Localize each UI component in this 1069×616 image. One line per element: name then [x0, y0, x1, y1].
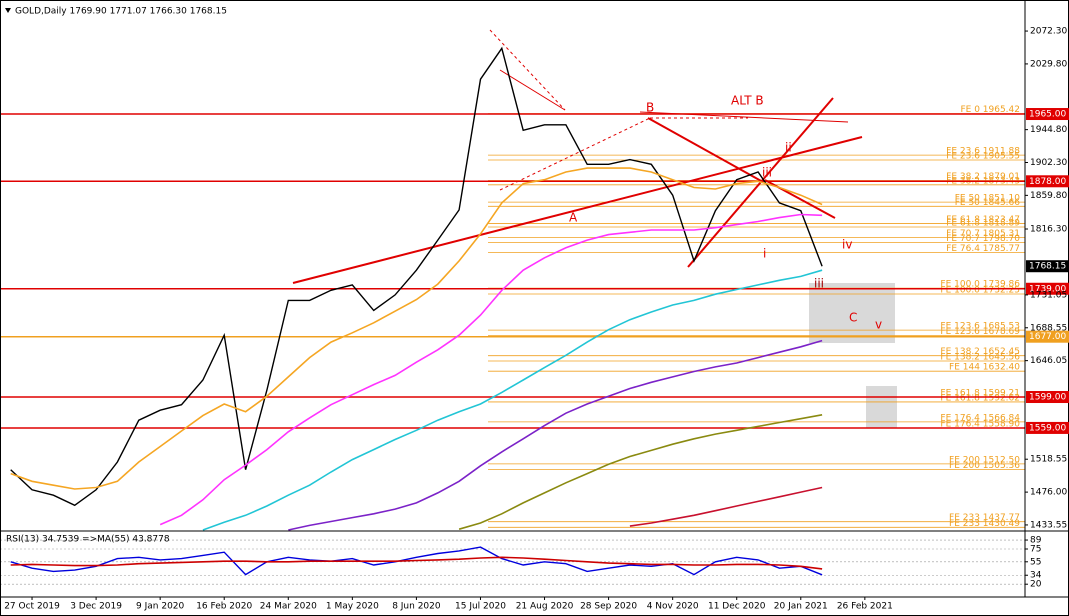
price-box [1026, 260, 1069, 273]
fib-label: FE 144 1632.40 [949, 363, 1020, 373]
fib-label: FE 123.6 1685.53 [940, 322, 1020, 332]
series-line [10, 167, 823, 490]
wave-label: v [875, 318, 882, 332]
wave-label: i [763, 247, 766, 261]
x-tick-label: 1 May 2020 [326, 602, 379, 612]
fib-label: FE 233 1430.49 [949, 519, 1020, 529]
level-label: 1878.00 [1029, 177, 1066, 187]
x-tick-label: 21 Aug 2020 [516, 602, 574, 612]
fib-label: FE 76.4 1785.77 [946, 244, 1020, 254]
fib-label: FE 200 1512.50 [949, 455, 1020, 465]
level-label: 1677.00 [1029, 332, 1066, 342]
fib-label: FE 161.8 1592.62 [940, 393, 1020, 403]
series [0, 46, 1025, 585]
target-box [809, 283, 895, 343]
y-tick-label: 1731.05 [1030, 290, 1067, 300]
target-box [866, 386, 897, 428]
fib-label: FE 23.6 1911.88 [946, 147, 1020, 157]
wave-label: ii [785, 141, 792, 155]
level-box [1026, 330, 1069, 343]
level-box [1026, 282, 1069, 295]
wave-label: ALT B [731, 94, 764, 108]
fib-label: FE 161.8 1599.21 [940, 388, 1020, 398]
y-tick-label: 34 [1030, 571, 1042, 581]
y-tick-label: 75 [1030, 545, 1041, 555]
level-box [1026, 391, 1069, 404]
fib-label: FE 100.0 1739.86 [940, 280, 1020, 290]
series-line [202, 269, 823, 531]
y-tick-label: 2072.30 [1030, 27, 1067, 37]
x-tick-label: 3 Dec 2019 [70, 602, 122, 612]
x-tick-label: 24 Mar 2020 [260, 602, 317, 612]
x-tick-label: 8 Jun 2020 [392, 602, 441, 612]
x-tick-label: 11 Dec 2020 [708, 602, 766, 612]
level-label: 1965.00 [1029, 110, 1066, 120]
wave-label: A [569, 211, 578, 225]
fib-label: FE 50 1851.10 [955, 194, 1021, 204]
x-tick-label: 16 Feb 2020 [196, 602, 252, 612]
y-tick-label: 1944.80 [1030, 125, 1067, 135]
x-tick-label: 28 Sep 2020 [580, 602, 637, 612]
y-tick-label: 89 [1030, 536, 1042, 546]
y-tick-label: 1902.30 [1030, 158, 1067, 168]
wave-label: iii [814, 277, 824, 291]
x-tick-label: 27 Oct 2019 [4, 602, 60, 612]
fib-label: FE 38.2 1879.01 [946, 172, 1020, 182]
fib-label: FE 61.8 1818.89 [946, 218, 1020, 228]
series-line [10, 556, 823, 570]
y-tick-label: 1688.55 [1030, 323, 1067, 333]
wave-label: iii [762, 166, 772, 180]
x-tick-label: 26 Feb 2021 [837, 602, 893, 612]
level-box [1026, 175, 1069, 188]
wave-label: iv [842, 238, 852, 252]
level-label: 1559.00 [1029, 423, 1066, 433]
x-tick-label: 20 Jan 2021 [774, 602, 828, 612]
price-label: 1768.15 [1029, 262, 1066, 272]
level-label: 1739.00 [1029, 284, 1066, 294]
fib-label: FE 50 1845.66 [955, 198, 1021, 208]
fib-label: FE 123.6 1678.69 [940, 327, 1020, 337]
y-tick-label: 20 [1030, 580, 1042, 590]
fib-label: FE 138.2 1652.45 [940, 347, 1020, 357]
fib-label: FE 176.4 1558.90 [940, 420, 1020, 430]
y-tick-label: 1646.05 [1030, 356, 1067, 366]
y-tick-label: 1433.55 [1030, 520, 1067, 530]
y-tick-label: 1518.55 [1030, 455, 1067, 465]
fib-label: FE 138.2 1645.56 [940, 353, 1020, 363]
fib-label: FE 61.8 1823.47 [946, 215, 1020, 225]
fib-label: FE 200 1505.36 [949, 461, 1020, 471]
x-tick-label: 15 Jul 2020 [455, 602, 506, 612]
level-box [1026, 421, 1069, 434]
series-line [629, 486, 823, 527]
wave-label: C [849, 311, 857, 325]
y-tick-label: 1476.00 [1030, 488, 1067, 498]
fib-label: FE 233 1437.77 [949, 513, 1020, 523]
series-line [458, 414, 823, 530]
fib-label: FE 70.7 1798.70 [946, 234, 1020, 244]
y-tick-label: 2029.80 [1030, 59, 1067, 69]
y-tick-label: 1816.30 [1030, 224, 1067, 234]
wave-label: B [646, 101, 654, 115]
fib-label: FE 100.0 1732.25 [940, 285, 1020, 295]
menu-arrow [5, 8, 11, 13]
level-box [1026, 108, 1069, 121]
series-line [159, 213, 823, 526]
fib-label: FE 176.4 1566.84 [940, 413, 1020, 423]
chart-title: GOLD,Daily 1769.90 1771.07 1766.30 1768.… [15, 7, 227, 17]
rsi-title: RSI(13) 34.7539 =>MA(55) 43.8778 [6, 535, 170, 545]
series-line [288, 339, 823, 531]
x-tick-label: 4 Nov 2020 [647, 602, 699, 612]
fib-label: FE 70.7 1805.31 [946, 229, 1020, 239]
x-tick-label: 9 Jan 2020 [136, 602, 184, 612]
level-label: 1599.00 [1029, 393, 1066, 403]
y-tick-label: 1859.80 [1030, 191, 1067, 201]
y-tick-label: 55 [1030, 557, 1041, 567]
series-line [10, 46, 823, 507]
fib-label: FE 0 1965.42 [960, 105, 1020, 115]
fib-label: FE 23.6 1905.55 [946, 151, 1020, 161]
series-line [10, 546, 823, 576]
